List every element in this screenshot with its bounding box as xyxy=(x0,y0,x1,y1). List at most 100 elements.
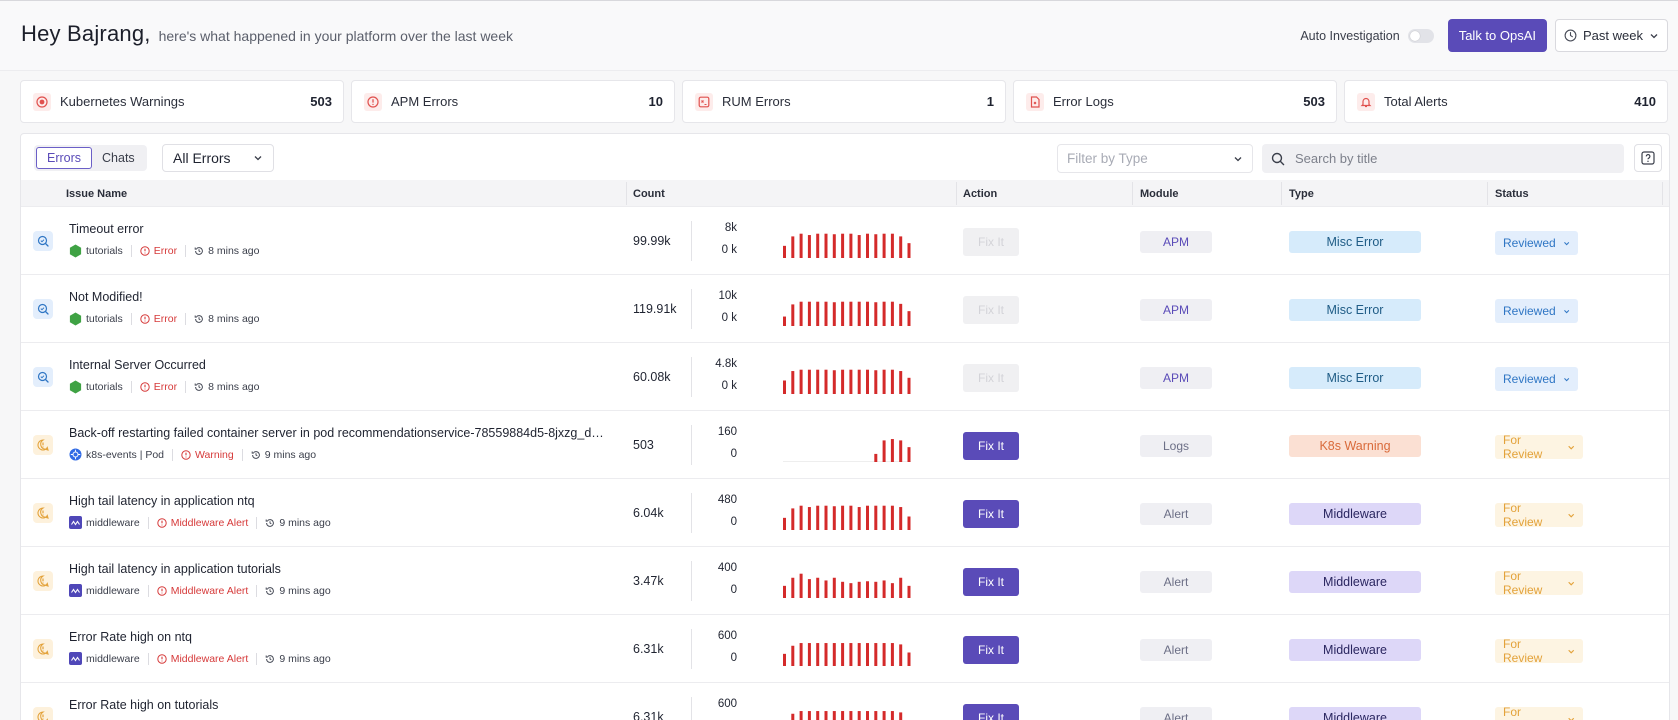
period-selector[interactable]: Past week xyxy=(1555,19,1668,52)
kubernetes-icon xyxy=(69,448,82,461)
severity: Middleware Alert xyxy=(157,517,248,529)
sparkline-bar xyxy=(799,643,803,666)
warning-circle-icon xyxy=(33,639,53,659)
status-dropdown[interactable]: For Review xyxy=(1495,637,1583,665)
issue-title[interactable]: High tail latency in application tutoria… xyxy=(69,562,281,576)
module-badge: Alert xyxy=(1140,639,1212,661)
greeting-subtitle: here's what happened in your platform ov… xyxy=(158,28,514,44)
col-type[interactable]: Type xyxy=(1289,188,1314,200)
auto-investigation-toggle[interactable] xyxy=(1407,28,1434,43)
issue-title[interactable]: Not Modified! xyxy=(69,290,143,304)
type-filter-dropdown[interactable]: Filter by Type xyxy=(1057,144,1253,173)
sparkline-bar xyxy=(866,505,869,530)
sparkline-min: 0 k xyxy=(721,244,737,256)
status-label: For Review xyxy=(1503,569,1543,597)
col-divider xyxy=(1132,182,1133,205)
meta-divider xyxy=(130,245,132,257)
severity-label: Warning xyxy=(195,448,234,461)
card-error-logs[interactable]: Error Logs 503 xyxy=(1013,80,1337,123)
sparkline-bar xyxy=(882,440,886,462)
history-icon xyxy=(266,518,275,527)
col-count[interactable]: Count xyxy=(633,188,665,200)
fix-it-button[interactable]: Fix It xyxy=(963,636,1019,664)
issue-count: 60.08k xyxy=(633,370,671,384)
col-issue-name[interactable]: Issue Name xyxy=(66,188,128,200)
table-row[interactable]: Back-off restarting failed container ser… xyxy=(21,411,1669,479)
talk-to-opsai-button[interactable]: Talk to OpsAI xyxy=(1447,19,1548,52)
card-total-alerts[interactable]: Total Alerts 410 xyxy=(1344,80,1668,123)
issue-title[interactable]: Timeout error xyxy=(69,222,144,236)
sparkline-max: 8k xyxy=(724,222,737,234)
sparkline-bar xyxy=(899,303,903,326)
status-dropdown[interactable]: Reviewed xyxy=(1495,231,1578,255)
sparkline-bar xyxy=(882,580,886,598)
type-badge: Middleware xyxy=(1289,571,1421,593)
severity: Error xyxy=(140,313,177,325)
issue-title[interactable]: Error Rate high on ntq xyxy=(69,630,192,644)
tab-chats[interactable]: Chats xyxy=(102,151,135,165)
sparkline-bar xyxy=(832,302,836,326)
status-label: Reviewed xyxy=(1503,304,1556,318)
sparkline-bar xyxy=(882,505,886,530)
timestamp: 8 mins ago xyxy=(194,381,259,393)
table-row[interactable]: Timeout error tutorials Error 8 mins ago… xyxy=(21,207,1669,275)
sparkline-bar xyxy=(824,505,828,530)
service: k8s-events | Pod xyxy=(69,448,164,461)
status-dropdown[interactable]: For Review xyxy=(1495,433,1583,461)
sparkline-bar xyxy=(849,643,853,666)
sparkline xyxy=(783,369,911,394)
fix-it-button[interactable]: Fix It xyxy=(963,500,1019,528)
chevron-down-icon xyxy=(1567,581,1574,586)
table-row[interactable]: High tail latency in application tutoria… xyxy=(21,547,1669,615)
fix-it-button[interactable]: Fix It xyxy=(963,432,1019,460)
table-row[interactable]: Error Rate high on tutorials middleware … xyxy=(21,683,1669,720)
fix-it-button[interactable]: Fix It xyxy=(963,704,1019,720)
status-dropdown[interactable]: Reviewed xyxy=(1495,367,1578,391)
service: tutorials xyxy=(69,380,123,394)
col-action[interactable]: Action xyxy=(963,188,998,200)
issue-meta: tutorials Error 8 mins ago xyxy=(69,312,259,326)
search-input[interactable] xyxy=(1295,151,1595,166)
table-row[interactable]: Error Rate high on ntq middleware Middle… xyxy=(21,615,1669,683)
issue-title[interactable]: High tail latency in application ntq xyxy=(69,494,255,508)
issue-count: 99.99k xyxy=(633,234,671,248)
status-dropdown[interactable]: For Review xyxy=(1495,501,1583,529)
sparkline-bar xyxy=(890,711,894,720)
fix-it-button[interactable]: Fix It xyxy=(963,568,1019,596)
sparkline-bar xyxy=(816,301,820,326)
sparkline-bar xyxy=(832,577,836,598)
status-dropdown[interactable]: For Review xyxy=(1495,705,1583,720)
table-row[interactable]: High tail latency in application ntq mid… xyxy=(21,479,1669,547)
issue-title[interactable]: Back-off restarting failed container ser… xyxy=(69,426,604,440)
card-kubernetes-warnings[interactable]: Kubernetes Warnings 503 xyxy=(20,80,344,123)
service: middleware xyxy=(69,516,140,529)
sparkline-bar xyxy=(899,577,903,598)
issues-toolbar: Errors Chats All Errors Filter by Type xyxy=(21,134,1669,180)
col-status[interactable]: Status xyxy=(1495,188,1529,200)
issue-title[interactable]: Error Rate high on tutorials xyxy=(69,698,219,712)
table-row[interactable]: Internal Server Occurred tutorials Error… xyxy=(21,343,1669,411)
history-icon xyxy=(266,654,275,663)
sparkline-bar xyxy=(890,583,894,598)
search-box xyxy=(1262,144,1624,173)
issue-count: 119.91k xyxy=(633,302,677,316)
issue-title[interactable]: Internal Server Occurred xyxy=(69,358,206,372)
timestamp: 8 mins ago xyxy=(194,245,259,257)
sparkline-min: 0 xyxy=(730,448,737,460)
table-row[interactable]: Not Modified! tutorials Error 8 mins ago… xyxy=(21,275,1669,343)
card-rum-errors[interactable]: RUM Errors 1 xyxy=(682,80,1006,123)
count-divider xyxy=(691,221,692,261)
help-button[interactable] xyxy=(1634,144,1662,172)
status-dropdown[interactable]: Reviewed xyxy=(1495,299,1578,323)
card-label: RUM Errors xyxy=(722,94,791,109)
meta-divider xyxy=(256,584,258,597)
time-label: 8 mins ago xyxy=(208,245,260,257)
tab-errors[interactable]: Errors xyxy=(36,147,93,169)
sparkline-bar xyxy=(899,507,903,530)
error-filter-dropdown[interactable]: All Errors xyxy=(162,144,274,172)
col-module[interactable]: Module xyxy=(1140,188,1179,200)
card-apm-errors[interactable]: APM Errors 10 xyxy=(351,80,675,123)
status-dropdown[interactable]: For Review xyxy=(1495,569,1583,597)
sparkline-bar xyxy=(899,371,903,394)
sparkline-bar xyxy=(874,302,878,326)
